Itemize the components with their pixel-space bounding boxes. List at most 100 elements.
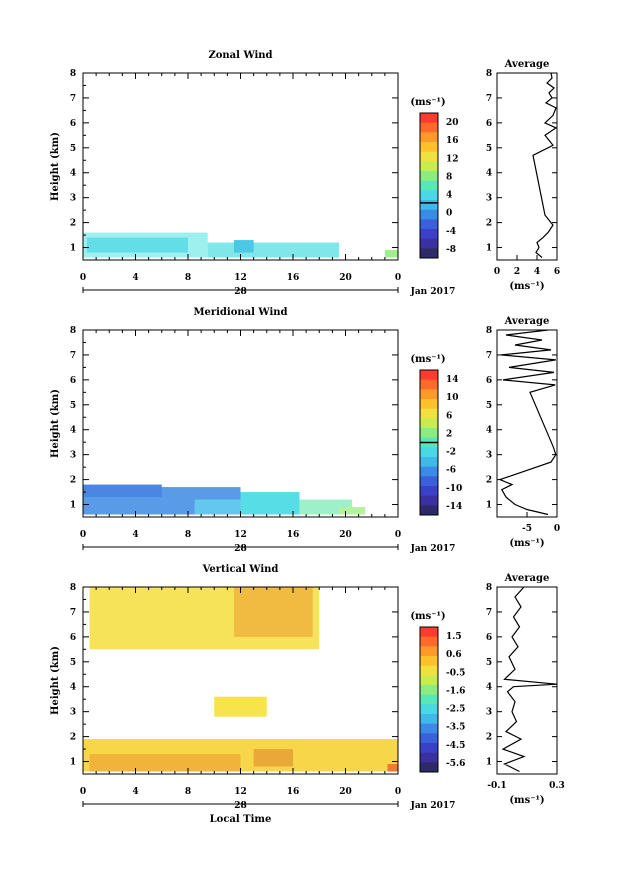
colorbar-tick-label: 0 [446, 209, 452, 219]
average-title: Average [504, 316, 550, 327]
heatmap-cell-region [253, 749, 293, 767]
average-y-tick-label: 4 [486, 426, 492, 436]
colorbar-swatch [420, 209, 438, 220]
colorbar-swatch [420, 229, 438, 240]
y-tick-label: 5 [70, 658, 76, 668]
colorbar-tick-label: -6 [446, 466, 456, 476]
colorbar-tick-label: 12 [446, 154, 459, 164]
colorbar-unit-label: (ms⁻¹) [410, 354, 445, 365]
colorbar-tick-label: 20 [446, 118, 459, 128]
x-tick-label: 20 [339, 273, 352, 283]
colorbar-swatch [420, 113, 438, 124]
y-tick-label: 2 [70, 219, 76, 229]
y-tick-label: 4 [70, 683, 76, 693]
date-day-label: 28 [234, 801, 247, 811]
average-x-tick-label: 0 [554, 524, 560, 534]
colorbar-swatch [420, 752, 438, 763]
y-tick-label: 4 [70, 169, 76, 179]
heatmap-cells [83, 587, 398, 772]
colorbar-swatch [420, 132, 438, 143]
date-month-label: Jan 2017 [410, 801, 456, 811]
x-tick-label: 0 [395, 273, 401, 283]
colorbar-tick-label: 8 [446, 172, 452, 182]
colorbar-tick-label: 10 [446, 393, 459, 403]
colorbar-tick-label: -5.6 [446, 759, 465, 769]
x-axis-title: Local Time [210, 814, 272, 825]
y-tick-label: 7 [70, 608, 76, 618]
colorbar-swatch [420, 762, 438, 773]
colorbar-swatches [420, 113, 438, 259]
colorbar-swatch [420, 656, 438, 667]
average-x-tick-label: 6 [554, 267, 560, 277]
heatmap-frame [82, 72, 399, 261]
average-profile-line [498, 329, 557, 516]
average-y-tick-label: 7 [486, 351, 492, 361]
x-tick-label: 16 [287, 273, 300, 283]
colorbar-swatch [420, 171, 438, 182]
average-y-tick-label: 2 [486, 219, 492, 229]
y-axis-title: Height (km) [50, 389, 61, 458]
colorbar-swatch [420, 200, 438, 211]
heatmap-title: Zonal Wind [208, 50, 272, 61]
colorbar-tick-label: -3.5 [446, 723, 465, 733]
date-month-label: Jan 2017 [410, 287, 456, 297]
y-tick-label: 8 [70, 69, 76, 79]
heatmap-cell-region [207, 242, 339, 258]
x-tick-label: 4 [132, 273, 138, 283]
colorbar-swatch [420, 675, 438, 686]
y-tick-label: 2 [70, 733, 76, 743]
average-x-axis-title: (ms⁻¹) [509, 281, 544, 292]
colorbar-swatch [420, 151, 438, 162]
colorbar-swatch [420, 486, 438, 497]
y-tick-label: 5 [70, 401, 76, 411]
colorbar-swatch [420, 714, 438, 725]
colorbar-swatch [420, 505, 438, 516]
y-tick-label: 3 [70, 451, 76, 461]
average-y-tick-label: 8 [486, 583, 492, 593]
average-x-tick-label: -0.1 [487, 781, 506, 791]
x-tick-label: 12 [234, 787, 247, 797]
colorbar-swatch [420, 142, 438, 153]
average-y-tick-label: 3 [486, 708, 492, 718]
heatmap-cell-region [384, 250, 398, 258]
y-tick-label: 1 [70, 244, 76, 254]
heatmap-cell-region [194, 499, 248, 515]
x-tick-label: 8 [185, 787, 191, 797]
average-y-tick-label: 1 [486, 501, 492, 511]
colorbar-tick-label: 4 [446, 191, 452, 201]
y-tick-label: 7 [70, 94, 76, 104]
colorbar-swatch [420, 379, 438, 390]
average-title: Average [504, 573, 550, 584]
colorbar-swatch [420, 694, 438, 705]
colorbar-tick-label: -1.6 [446, 686, 465, 696]
colorbar-swatch [420, 685, 438, 696]
average-y-tick-label: 2 [486, 733, 492, 743]
colorbar-swatch [420, 190, 438, 201]
colorbar-swatch [420, 466, 438, 477]
colorbar-swatch [420, 161, 438, 172]
colorbar-unit-label: (ms⁻¹) [410, 611, 445, 622]
colorbar-swatches [420, 627, 438, 773]
x-tick-label: 12 [234, 530, 247, 540]
average-frame [496, 586, 558, 775]
x-tick-label: 4 [132, 787, 138, 797]
heatmap-title: Vertical Wind [202, 564, 279, 575]
heatmap-cell-region [240, 492, 300, 515]
y-tick-label: 4 [70, 426, 76, 436]
colorbar-swatch [420, 447, 438, 458]
colorbar-swatch [420, 219, 438, 230]
heatmap-cells [83, 232, 398, 258]
colorbar-frame [419, 112, 439, 259]
average-y-tick-label: 2 [486, 476, 492, 486]
average-x-tick-label: 4 [534, 267, 540, 277]
average-y-tick-label: 1 [486, 244, 492, 254]
average-y-tick-label: 4 [486, 683, 492, 693]
colorbar-swatch [420, 723, 438, 734]
x-tick-label: 4 [132, 530, 138, 540]
y-tick-label: 3 [70, 708, 76, 718]
colorbar-tick-label: 1.5 [446, 632, 462, 642]
x-tick-label: 8 [185, 530, 191, 540]
colorbar-tick-label: 2 [446, 429, 452, 439]
average-y-tick-label: 6 [486, 633, 492, 643]
